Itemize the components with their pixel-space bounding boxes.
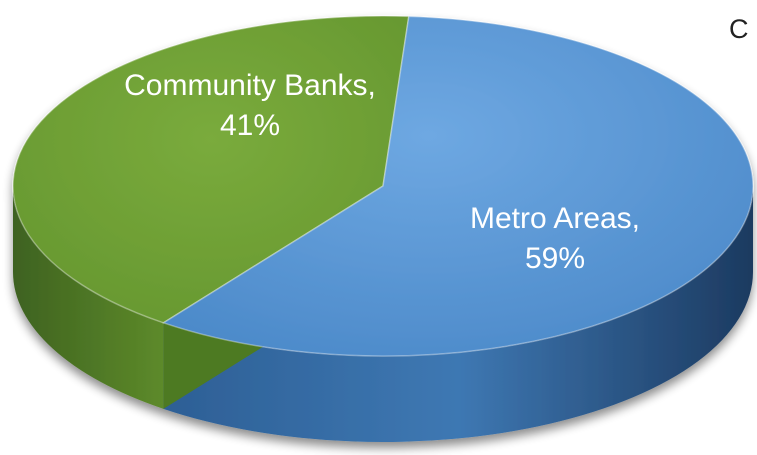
community-banks-label: Community Banks, 41%	[124, 69, 376, 142]
community-banks-slice-side	[13, 186, 164, 409]
metro-areas-slice	[161, 15, 754, 357]
community-banks-slice	[12, 15, 410, 324]
metro-areas-label: Metro Areas, 59%	[470, 202, 640, 275]
clipped-title-text: C	[729, 14, 749, 44]
metro-areas-slice-side	[163, 186, 754, 443]
